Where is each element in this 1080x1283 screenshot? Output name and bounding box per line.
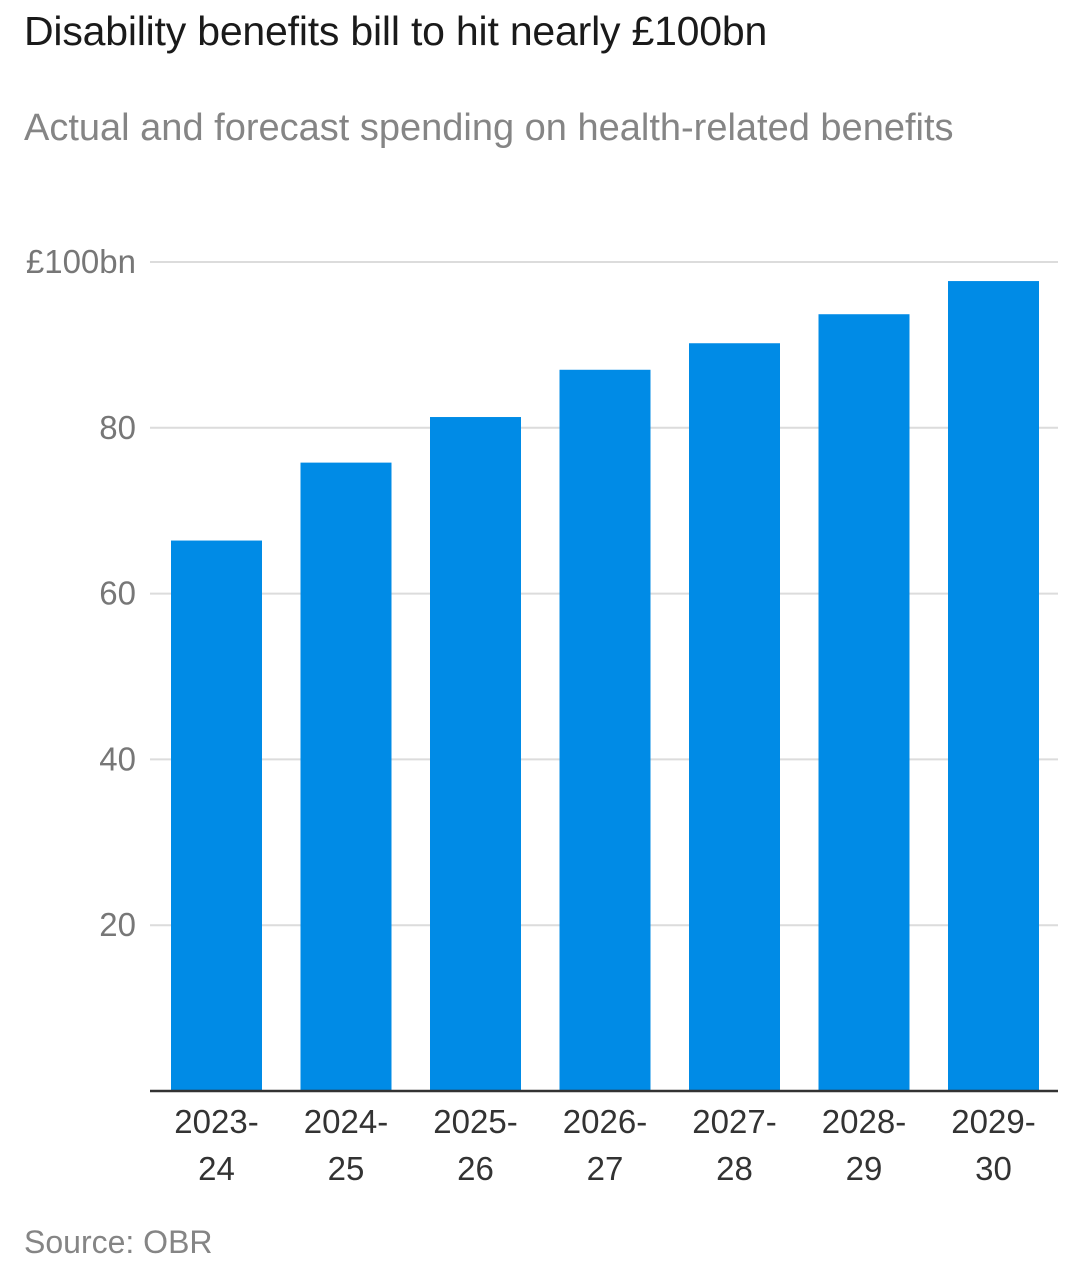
- bar: [430, 417, 521, 1091]
- x-tick-label: 2023-: [174, 1103, 258, 1140]
- x-tick-label: 2026-: [563, 1103, 647, 1140]
- x-tick-label: 30: [975, 1150, 1012, 1187]
- x-tick-label: 2024-: [304, 1103, 388, 1140]
- bars: [171, 281, 1039, 1091]
- bar: [818, 314, 910, 1091]
- chart-title: Disability benefits bill to hit nearly £…: [24, 8, 768, 54]
- x-tick-label: 2025-: [433, 1103, 517, 1140]
- x-tick-label: 28: [716, 1150, 753, 1187]
- x-tick-label: 25: [328, 1150, 365, 1187]
- bar: [300, 462, 392, 1091]
- chart-subtitle: Actual and forecast spending on health-r…: [24, 107, 954, 149]
- bar: [559, 369, 651, 1091]
- x-tick-label: 2028-: [822, 1103, 906, 1140]
- y-tick-label: £100bn: [26, 243, 136, 280]
- x-tick-label: 2027-: [692, 1103, 776, 1140]
- x-tick-label: 26: [457, 1150, 494, 1187]
- bar: [171, 540, 262, 1091]
- axes: 20 40 60 80 £100bn 2023- 24 2024- 25 2025- 26 2026-…: [26, 243, 1058, 1187]
- y-tick-label: 40: [99, 740, 136, 777]
- bar: [948, 281, 1039, 1091]
- y-tick-label: 80: [99, 409, 136, 446]
- x-tick-label: 24: [198, 1150, 235, 1187]
- x-tick-label: 2029-: [951, 1103, 1035, 1140]
- source-note: Source: OBR: [24, 1224, 213, 1260]
- bar: [689, 343, 780, 1091]
- y-tick-label: 60: [99, 575, 136, 612]
- x-tick-label: 27: [587, 1150, 624, 1187]
- x-tick-label: 29: [846, 1150, 883, 1187]
- y-tick-label: 20: [99, 906, 136, 943]
